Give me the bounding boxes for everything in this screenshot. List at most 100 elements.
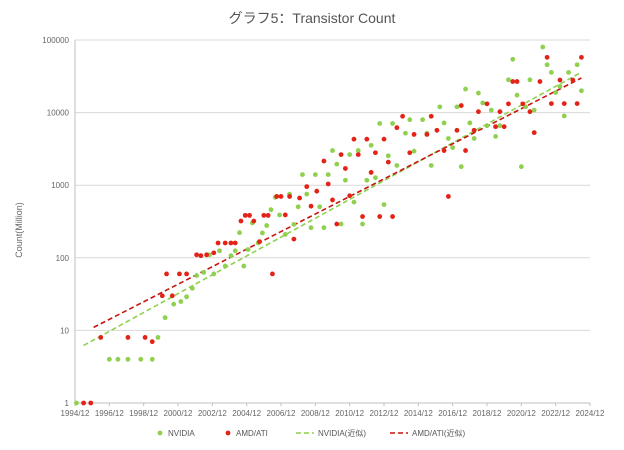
data-point-amd: [506, 101, 511, 107]
data-point-amd: [265, 212, 271, 218]
chart-title: グラフ5：Transistor Count: [228, 10, 396, 26]
data-point-amd: [484, 101, 490, 107]
data-point-amd: [194, 252, 199, 258]
data-point-amd: [527, 109, 533, 115]
data-point-nvidia: [189, 285, 195, 291]
data-point-nvidia: [228, 253, 234, 259]
data-point-amd: [548, 101, 554, 107]
data-point-nvidia: [237, 230, 242, 236]
data-point-nvidia: [355, 148, 361, 153]
data-point-nvidia: [364, 177, 370, 183]
data-point-amd: [198, 253, 204, 259]
data-point-nvidia: [217, 248, 222, 254]
data-point-amd: [407, 150, 413, 156]
data-point-amd: [251, 218, 257, 224]
data-point-amd: [510, 79, 516, 84]
legend-label-1: AMD/ATI: [236, 429, 268, 438]
x-tick-label: 1998/12: [129, 409, 158, 418]
data-point-nvidia: [484, 123, 490, 129]
data-point-amd: [377, 214, 383, 219]
data-point-nvidia: [149, 356, 155, 362]
data-point-amd: [164, 271, 169, 277]
legend-marker-1: [225, 430, 231, 436]
data-point-nvidia: [330, 148, 335, 153]
data-point-nvidia: [194, 273, 199, 278]
data-point-amd: [184, 271, 189, 277]
data-point-amd: [385, 159, 391, 165]
data-point-amd: [400, 113, 405, 119]
data-point-nvidia: [540, 44, 546, 50]
data-point-amd: [347, 193, 353, 199]
data-point-amd: [497, 109, 503, 115]
data-point-amd: [169, 293, 175, 299]
data-point-amd: [330, 197, 335, 203]
data-point-nvidia: [222, 263, 228, 269]
legend-label-0: NVIDIA: [168, 429, 195, 438]
data-point-nvidia: [351, 199, 357, 205]
data-point-amd: [81, 400, 86, 406]
data-point-amd: [238, 218, 244, 224]
data-point-nvidia: [458, 164, 464, 170]
x-tick-label: 2012/12: [370, 409, 399, 418]
trendline-2: [83, 71, 582, 347]
data-point-amd: [557, 77, 563, 83]
data-point-nvidia: [155, 335, 161, 340]
data-point-amd: [441, 148, 447, 153]
data-point-amd: [493, 124, 498, 130]
data-point-nvidia: [454, 104, 460, 110]
data-point-nvidia: [260, 230, 265, 236]
data-point-nvidia: [493, 134, 498, 139]
data-point-amd: [204, 252, 210, 258]
data-point-nvidia: [308, 225, 314, 231]
data-point-nvidia: [476, 90, 481, 96]
data-point-nvidia: [441, 120, 447, 126]
data-point-amd: [463, 148, 468, 153]
data-point-amd: [373, 150, 378, 156]
x-tick-label: 1996/12: [95, 409, 124, 418]
y-axis-title: Count(Million): [14, 202, 24, 258]
legend: NVIDIA AMD/ATI NVIDIA(近似) AMD/ATI(近似): [157, 428, 466, 438]
data-point-amd: [287, 194, 292, 199]
data-point-amd: [368, 170, 374, 175]
y-tick-label: 10: [60, 326, 69, 335]
data-point-nvidia: [523, 104, 529, 110]
data-point-amd: [228, 240, 234, 246]
data-point-nvidia: [184, 294, 189, 300]
data-point-amd: [278, 194, 284, 199]
data-point-amd: [351, 136, 357, 142]
y-tick-label: 1000: [51, 181, 69, 190]
data-point-amd: [390, 214, 395, 219]
data-point-nvidia: [321, 225, 327, 231]
data-point-nvidia: [277, 212, 282, 218]
data-point-amd: [321, 158, 327, 164]
data-point-nvidia: [360, 221, 365, 227]
data-point-nvidia: [445, 136, 451, 141]
data-point-amd: [270, 271, 275, 277]
data-point-nvidia: [531, 107, 537, 113]
data-point-nvidia: [506, 77, 511, 83]
x-tick-label: 2016/12: [438, 409, 467, 418]
data-point-amd: [342, 166, 348, 171]
data-point-amd: [458, 103, 464, 108]
x-tick-label: 1994/12: [61, 409, 90, 418]
data-point-amd: [334, 221, 340, 227]
legend-marker-0: [157, 430, 163, 436]
data-point-nvidia: [579, 88, 584, 94]
y-tick-label: 1: [65, 399, 70, 408]
data-point-nvidia: [420, 117, 426, 123]
data-point-amd: [424, 132, 430, 137]
data-point-amd: [222, 240, 228, 246]
data-point-amd: [304, 184, 310, 190]
x-tick-label: 2006/12: [267, 409, 296, 418]
x-tick-label: 2018/12: [473, 409, 502, 418]
data-point-nvidia: [264, 223, 270, 228]
y-tick-label: 100: [56, 254, 70, 263]
data-point-amd: [364, 136, 370, 142]
data-point-amd: [98, 335, 104, 340]
grid-layer: [75, 39, 590, 404]
data-point-amd: [297, 195, 302, 201]
data-point-nvidia: [407, 117, 413, 123]
data-point-nvidia: [74, 400, 79, 406]
data-point-nvidia: [411, 148, 417, 154]
